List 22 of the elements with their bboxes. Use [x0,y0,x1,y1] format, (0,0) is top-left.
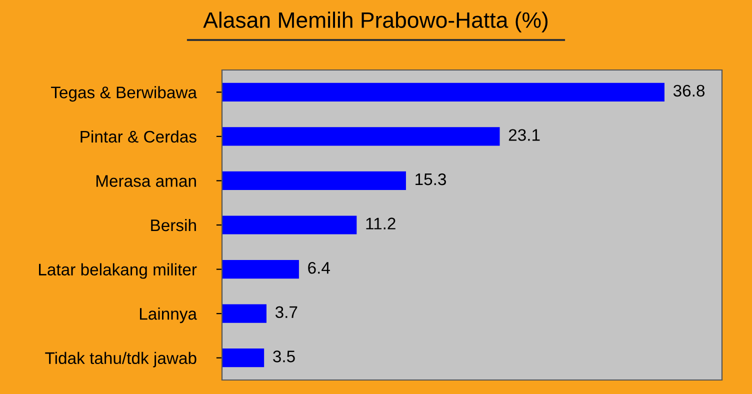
y-tick-label: Latar belakang militer [39,263,197,279]
data-label: 3.5 [273,350,295,362]
data-label: 11.2 [366,218,396,230]
y-tick-label: Bersih [151,218,196,232]
y-tick-label: Pintar & Cerdas [80,130,196,143]
bar [222,216,357,234]
y-tick-label: Merasa aman [96,175,196,187]
bar [222,348,264,368]
data-label: 23.1 [508,129,540,141]
chart-title: Alasan Memilih Prabowo-Hatta (%) [203,12,548,32]
y-tick-label: Tidak tahu/tdk jawab [45,352,196,368]
data-label: 6.4 [308,262,330,274]
data-label: 3.7 [275,306,298,318]
bar [222,171,406,190]
bar [222,304,266,323]
y-tick-label: Tegas & Berwibawa [51,86,198,102]
bar [222,82,664,102]
data-label: 36.8 [673,84,705,97]
y-tick-label: Lainnya [140,308,198,324]
bar [222,127,500,146]
data-label: 15.3 [416,173,446,186]
bar [222,260,299,279]
